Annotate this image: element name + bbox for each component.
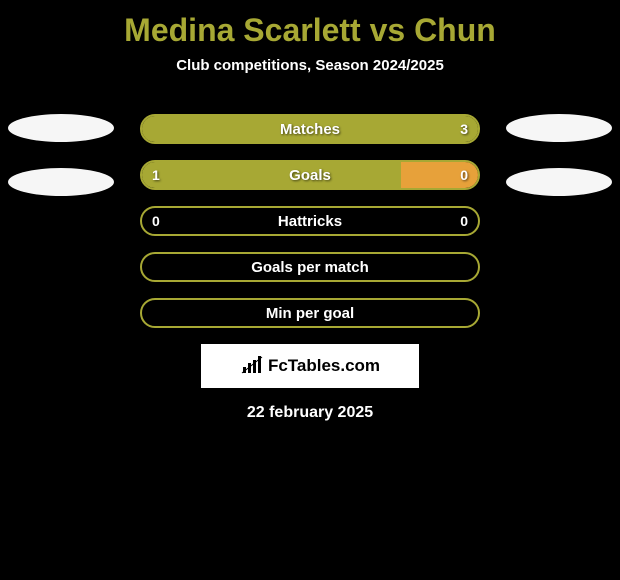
stat-row: Min per goal: [0, 298, 620, 328]
stat-bar: Matches3: [140, 114, 480, 144]
logo-text: FcTables.com: [268, 356, 380, 376]
stat-bar: Goals per match: [140, 252, 480, 282]
stat-bar: Hattricks0 0: [140, 206, 480, 236]
stat-bar-fill-right: [401, 162, 478, 188]
stat-bar: Min per goal: [140, 298, 480, 328]
page-subtitle: Club competitions, Season 2024/2025: [0, 57, 620, 74]
footer-date: 22 february 2025: [0, 404, 620, 422]
stat-row: Goals10: [0, 160, 620, 190]
stat-value-right: 0: [460, 208, 468, 234]
stat-row: Goals per match: [0, 252, 620, 282]
stat-label: Min per goal: [142, 300, 478, 326]
stat-value-left: 0: [152, 208, 160, 234]
stat-row: Hattricks0 0: [0, 206, 620, 236]
player-right-ellipse: [506, 114, 612, 142]
comparison-chart: Matches3 Goals10 Hattricks0 0 Goals per matc…: [0, 114, 620, 328]
stat-bar-fill-left: [142, 162, 401, 188]
stat-bar: Goals10: [140, 160, 480, 190]
player-left-ellipse: [8, 168, 114, 196]
page-title: Medina Scarlett vs Chun: [0, 0, 620, 49]
stat-bar-fill-right: [142, 116, 478, 142]
stat-row: Matches3: [0, 114, 620, 144]
logo-box: FcTables.com: [201, 344, 419, 388]
player-left-ellipse: [8, 114, 114, 142]
bar-chart-icon: [240, 353, 264, 380]
stat-label: Hattricks: [142, 208, 478, 234]
stat-label: Goals per match: [142, 254, 478, 280]
player-right-ellipse: [506, 168, 612, 196]
